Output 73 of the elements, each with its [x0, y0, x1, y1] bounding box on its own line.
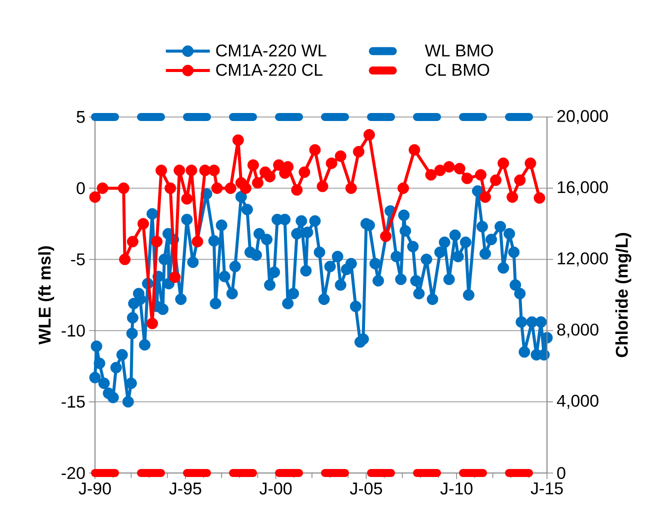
point: [174, 164, 186, 176]
point: [137, 218, 149, 230]
point: [126, 236, 138, 248]
point: [282, 161, 294, 173]
x-tick-label: J-00: [260, 482, 292, 495]
legend-label: WL BMO: [424, 44, 493, 57]
point: [291, 184, 303, 196]
x-tick-label: J-15: [530, 482, 563, 494]
point: [89, 191, 101, 203]
y-tick-label: -10: [62, 324, 85, 337]
y2-tick-label: 12,000: [558, 252, 608, 266]
point: [186, 164, 198, 176]
point: [479, 191, 491, 203]
x-tick-label: J-90: [78, 482, 111, 495]
point: [345, 182, 357, 194]
point: [232, 134, 244, 146]
point: [352, 146, 364, 158]
y2-axis-title: Chloride (mg/L): [615, 233, 632, 358]
point: [118, 182, 130, 194]
point: [156, 164, 168, 176]
point: [524, 158, 536, 170]
point: [208, 164, 220, 176]
y-tick-label: 0: [76, 182, 85, 194]
point: [490, 174, 502, 186]
point: [298, 166, 310, 178]
point: [380, 230, 392, 242]
point: [211, 182, 223, 194]
point: [454, 162, 466, 174]
point: [224, 182, 236, 194]
point: [247, 159, 259, 171]
point: [408, 144, 420, 156]
point: [398, 182, 410, 194]
y2-tick-label: 16,000: [558, 181, 608, 196]
point: [264, 170, 276, 182]
y-tick-label: -20: [62, 466, 85, 480]
y-tick-label: -5: [71, 253, 85, 266]
y-tick-label: 5: [76, 111, 85, 123]
point: [461, 172, 473, 184]
y2-tick-label: 20,000: [557, 110, 608, 124]
point: [309, 144, 321, 156]
point: [164, 182, 176, 194]
point: [326, 158, 338, 170]
point: [363, 129, 375, 141]
x-tick-label: J-95: [169, 482, 202, 495]
x-tick-label: J-05: [350, 482, 382, 495]
point: [498, 158, 510, 170]
point: [434, 164, 446, 176]
point: [443, 161, 455, 173]
point: [334, 150, 346, 162]
point: [506, 191, 518, 203]
point: [192, 236, 204, 248]
point: [252, 177, 264, 189]
point: [316, 180, 328, 192]
point: [146, 318, 158, 330]
y-tick-label: -15: [62, 396, 85, 408]
point: [169, 271, 181, 283]
x-tick-label: J-10: [440, 482, 472, 495]
point: [151, 236, 163, 248]
legend-label: CM1A-220 WL: [216, 44, 326, 57]
legend-label: CL BMO: [426, 64, 490, 76]
y2-tick-label: 0: [557, 466, 566, 480]
y-axis-title: WLE (ft msl): [38, 246, 54, 345]
legend-label: CM1A-220 CL: [216, 64, 322, 76]
point: [534, 192, 546, 204]
point: [425, 169, 437, 181]
point: [474, 169, 486, 181]
point: [240, 182, 252, 194]
point: [119, 254, 131, 266]
point: [96, 182, 108, 194]
y2-tick-label: 8,000: [557, 324, 598, 338]
point: [181, 193, 193, 205]
y2-tick-label: 4,000: [556, 394, 598, 409]
point: [514, 174, 526, 186]
